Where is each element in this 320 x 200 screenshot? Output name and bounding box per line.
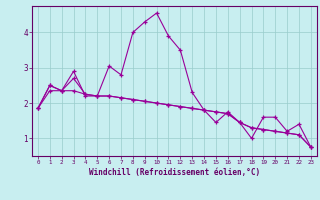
X-axis label: Windchill (Refroidissement éolien,°C): Windchill (Refroidissement éolien,°C)	[89, 168, 260, 177]
